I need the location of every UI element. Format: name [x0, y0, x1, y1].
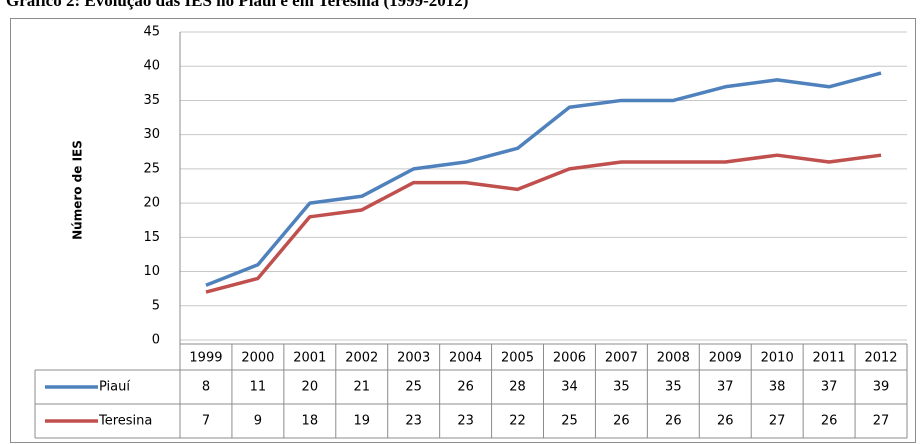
y-tick-label: 25	[143, 161, 160, 176]
y-tick-label: 40	[143, 59, 160, 74]
x-tick-label: 2002	[345, 351, 378, 366]
table-value: 26	[665, 414, 682, 429]
table-value: 37	[717, 380, 734, 395]
x-tick-label: 2006	[553, 351, 586, 366]
table-value: 11	[250, 380, 267, 395]
chart-border	[10, 18, 916, 443]
table-value: 39	[873, 380, 890, 395]
x-tick-label: 2007	[605, 351, 638, 366]
y-axis-label: Número de IES	[71, 140, 85, 240]
x-tick-label: 2005	[501, 351, 534, 366]
table-value: 21	[353, 380, 370, 395]
table-value: 7	[202, 414, 210, 429]
x-tick-label: 1999	[189, 351, 222, 366]
y-tick-label: 45	[143, 25, 160, 40]
table-value: 35	[613, 380, 630, 395]
table-value: 26	[613, 414, 630, 429]
table-value: 27	[769, 414, 786, 429]
table-value: 22	[509, 414, 526, 429]
y-tick-label: 15	[143, 230, 160, 245]
table-value: 34	[561, 380, 578, 395]
y-tick-label: 35	[143, 93, 160, 108]
table-value: 25	[561, 414, 578, 429]
table-value: 26	[821, 414, 838, 429]
series-line	[205, 153, 882, 294]
y-tick-label: 30	[143, 127, 160, 142]
table-value: 28	[509, 380, 526, 395]
table-value: 26	[457, 380, 474, 395]
table-value: 38	[769, 380, 786, 395]
table-value: 8	[202, 380, 210, 395]
table-value: 9	[254, 414, 262, 429]
x-tick-label: 2004	[449, 351, 482, 366]
x-tick-label: 2003	[397, 351, 430, 366]
x-tick-label: 2012	[864, 351, 897, 366]
y-tick-label: 0	[152, 333, 160, 348]
x-tick-label: 2011	[813, 351, 846, 366]
legend-label: Teresina	[98, 414, 152, 429]
table-value: 25	[405, 380, 422, 395]
table-value: 35	[665, 380, 682, 395]
x-tick-label: 2010	[761, 351, 794, 366]
x-tick-label: 2000	[241, 351, 274, 366]
y-tick-label: 10	[143, 264, 160, 279]
table-value: 20	[302, 380, 319, 395]
series-line	[205, 71, 882, 287]
table-value: 23	[457, 414, 474, 429]
table-value: 19	[353, 414, 370, 429]
x-tick-label: 2001	[293, 351, 326, 366]
y-tick-label: 20	[143, 196, 160, 211]
table-value: 27	[873, 414, 890, 429]
table-value: 23	[405, 414, 422, 429]
y-tick-label: 5	[152, 298, 160, 313]
table-value: 37	[821, 380, 838, 395]
table-value: 18	[302, 414, 319, 429]
chart-title: Gráfico 2: Evolução das IES no Piauí e e…	[6, 0, 468, 10]
x-tick-label: 2009	[709, 351, 742, 366]
table-value: 26	[717, 414, 734, 429]
x-tick-label: 2008	[657, 351, 690, 366]
legend-label: Piauí	[99, 380, 130, 395]
